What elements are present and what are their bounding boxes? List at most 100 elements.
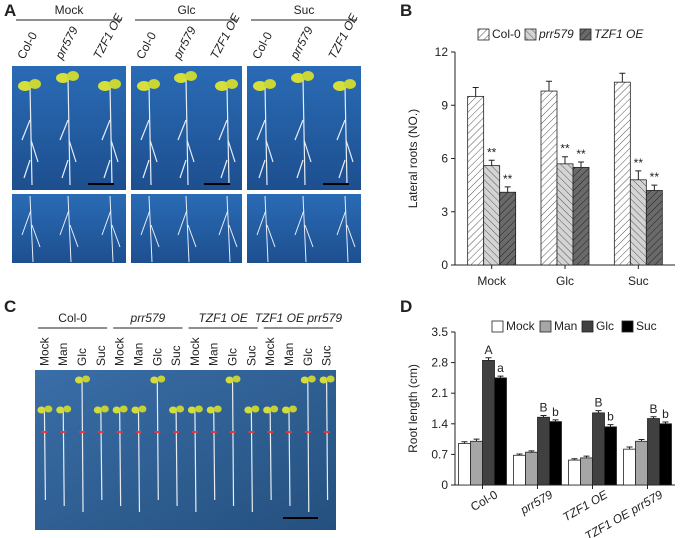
- leaf: [288, 405, 297, 413]
- y-axis-label: Root length (cm): [406, 364, 420, 453]
- bar: [568, 459, 581, 486]
- legend-swatch: [621, 320, 634, 333]
- leaf: [244, 406, 253, 414]
- root: [156, 379, 159, 501]
- error-bar: [516, 453, 523, 456]
- leaf: [291, 73, 305, 83]
- root: [100, 409, 103, 501]
- root: [294, 77, 312, 186]
- bar: [572, 166, 590, 266]
- bar: [540, 90, 558, 266]
- leaf: [29, 79, 41, 89]
- leaf: [137, 81, 151, 91]
- error-bar: [662, 421, 669, 424]
- treatment-label: Man: [56, 343, 70, 366]
- genotype-label: prr579: [287, 24, 316, 62]
- bar: [604, 426, 617, 486]
- error-bar: [473, 438, 480, 442]
- y-tick-label: 3.5: [431, 325, 448, 339]
- significance-label: **: [634, 156, 644, 170]
- root: [43, 409, 47, 501]
- leaf: [253, 81, 267, 91]
- legend-label: Col-0: [492, 27, 521, 41]
- leaf: [185, 71, 197, 81]
- leaf: [150, 376, 159, 384]
- root: [21, 195, 41, 263]
- significance-label: B: [594, 396, 602, 410]
- y-tick-label: 9: [441, 98, 448, 112]
- root: [140, 85, 158, 186]
- leaf: [131, 406, 140, 414]
- y-tick-label: 0: [441, 258, 448, 272]
- treatment-label: Suc: [244, 345, 258, 366]
- genotype-label: Col-0: [14, 29, 40, 61]
- bar: [659, 423, 672, 486]
- leaf: [300, 376, 309, 384]
- legend-swatch: [524, 28, 537, 41]
- treatment-label: Mock: [188, 336, 202, 366]
- leaf: [82, 375, 91, 383]
- error-bar: [461, 441, 468, 444]
- root: [218, 195, 238, 263]
- significance-label: B: [539, 400, 547, 414]
- leaf: [206, 406, 215, 414]
- group-label: TZF1 OE: [198, 311, 248, 325]
- bar: [499, 191, 517, 266]
- root: [21, 85, 39, 186]
- bar: [525, 451, 538, 486]
- x-tick-label: Glc: [556, 274, 574, 288]
- bar: [482, 360, 495, 486]
- legend-label: TZF1 OE: [594, 27, 644, 41]
- root: [177, 77, 195, 186]
- leaf: [100, 405, 109, 413]
- significance-label: A: [484, 343, 492, 357]
- leaf: [75, 376, 84, 384]
- leaf: [93, 406, 102, 414]
- leaf: [187, 406, 196, 414]
- leaf: [119, 405, 128, 413]
- error-bar: [578, 161, 584, 168]
- leaf: [148, 79, 160, 89]
- y-tick-label: 12: [435, 45, 449, 59]
- error-bar: [540, 414, 547, 418]
- group-label: Col-0: [58, 311, 87, 325]
- leaf: [281, 406, 290, 414]
- error-bar: [528, 450, 535, 453]
- group-label: TZF1 OE prr579: [255, 311, 343, 325]
- leaf: [232, 375, 241, 383]
- error-bar: [595, 410, 602, 413]
- error-bar: [638, 439, 645, 442]
- treatment-label: Suc: [169, 345, 183, 366]
- y-tick-label: 0.7: [431, 447, 448, 461]
- genotype-label: prr579: [170, 24, 199, 62]
- error-bar: [619, 72, 626, 83]
- legend-label: Glc: [596, 319, 614, 333]
- leaf: [169, 406, 178, 414]
- x-tick-label: prr579: [517, 487, 555, 517]
- leaf: [302, 71, 314, 81]
- bar: [580, 457, 593, 486]
- group-label: Suc: [294, 3, 315, 17]
- y-tick-label: 2.8: [431, 356, 448, 370]
- legend-label: Mock: [506, 319, 536, 333]
- legend-swatch: [477, 28, 490, 41]
- error-bar: [650, 416, 657, 419]
- leaf: [109, 79, 121, 89]
- legend-swatch: [581, 320, 594, 333]
- root: [59, 195, 79, 263]
- root: [325, 379, 329, 501]
- root: [288, 409, 291, 507]
- error-bar: [571, 458, 578, 461]
- leaf: [44, 405, 53, 413]
- group-label: prr579: [130, 311, 166, 325]
- root: [175, 409, 178, 507]
- bar: [647, 418, 660, 486]
- error-bar: [497, 375, 504, 378]
- treatment-label: Mock: [113, 336, 127, 366]
- treatment-label: Man: [131, 343, 145, 366]
- error-bar: [552, 419, 559, 422]
- error-bar: [472, 87, 479, 97]
- leaf: [215, 81, 229, 91]
- root: [213, 409, 216, 501]
- photo: [35, 370, 336, 530]
